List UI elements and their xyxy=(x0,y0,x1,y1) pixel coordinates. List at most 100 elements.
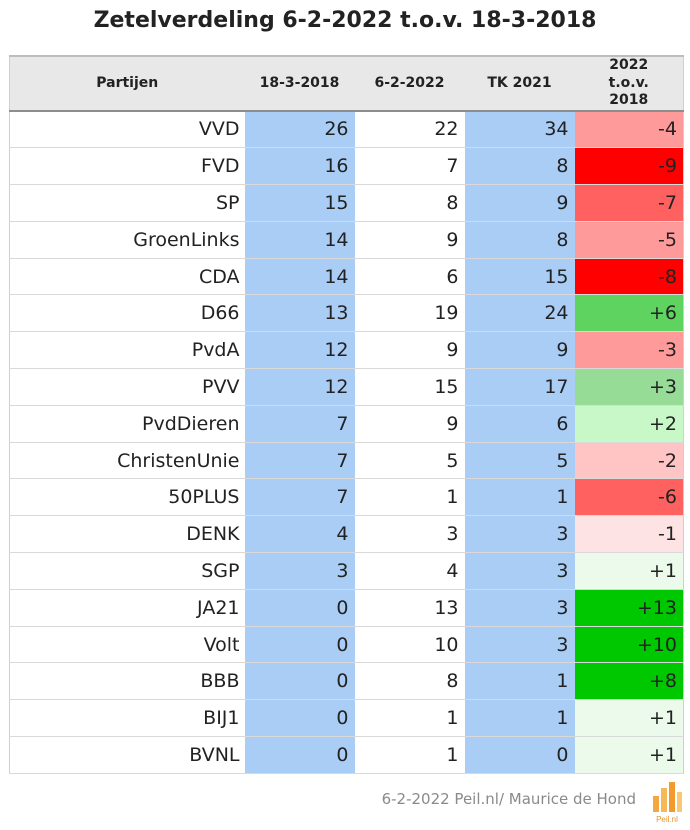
header-2018: 18-3-2018 xyxy=(244,55,355,112)
seats-tk2021-cell: 6 xyxy=(464,405,575,443)
diff-cell: +1 xyxy=(574,552,684,590)
table-row: DENK 4 3 3 -1 xyxy=(9,515,684,554)
table-row: D66 13 19 24 +6 xyxy=(9,294,684,333)
diff-cell: -5 xyxy=(574,221,684,259)
party-cell: BVNL xyxy=(9,736,245,774)
seats-2018-cell: 7 xyxy=(244,442,355,480)
party-cell: FVD xyxy=(9,147,245,186)
header-diff: 2022 t.o.v. 2018 xyxy=(574,55,684,112)
seats-tk2021-cell: 3 xyxy=(464,589,575,627)
table-row: 50PLUS 7 1 1 -6 xyxy=(9,478,684,517)
seats-2018-cell: 14 xyxy=(244,258,355,296)
seats-tk2021-cell: 3 xyxy=(464,552,575,590)
party-cell: BBB xyxy=(9,662,245,701)
seats-tk2021-cell: 15 xyxy=(464,258,575,296)
seats-2018-cell: 7 xyxy=(244,478,355,517)
table-row: BBB 0 8 1 +8 xyxy=(9,662,684,701)
seats-2018-cell: 0 xyxy=(244,699,355,738)
seats-tk2021-cell: 34 xyxy=(464,110,575,149)
diff-cell: -7 xyxy=(574,184,684,222)
table-row: GroenLinks 14 9 8 -5 xyxy=(9,221,684,259)
seats-tk2021-cell: 8 xyxy=(464,147,575,186)
seats-2018-cell: 16 xyxy=(244,147,355,186)
seats-2022-cell: 1 xyxy=(354,736,465,774)
party-cell: SGP xyxy=(9,552,245,590)
diff-cell: -1 xyxy=(574,515,684,554)
party-cell: BIJ1 xyxy=(9,699,245,738)
table-row: PVV 12 15 17 +3 xyxy=(9,368,684,406)
table-row: PvdDieren 7 9 6 +2 xyxy=(9,405,684,443)
diff-cell: -3 xyxy=(574,331,684,370)
seats-2018-cell: 0 xyxy=(244,626,355,664)
diff-cell: -8 xyxy=(574,258,684,296)
table-row: ChristenUnie 7 5 5 -2 xyxy=(9,442,684,480)
table-row: CDA 14 6 15 -8 xyxy=(9,258,684,296)
seats-2022-cell: 6 xyxy=(354,258,465,296)
seats-2022-cell: 1 xyxy=(354,478,465,517)
seats-2018-cell: 0 xyxy=(244,662,355,701)
seats-tk2021-cell: 8 xyxy=(464,221,575,259)
seats-2018-cell: 26 xyxy=(244,110,355,149)
seats-2022-cell: 9 xyxy=(354,405,465,443)
seats-2018-cell: 14 xyxy=(244,221,355,259)
party-cell: VVD xyxy=(9,110,245,149)
seats-tk2021-cell: 24 xyxy=(464,294,575,333)
table-body: VVD 26 22 34 -4 FVD 16 7 8 -9 SP 15 8 9 -7 GroenLinks 14… xyxy=(9,110,684,774)
seat-table: Partijen 18-3-2018 6-2-2022 TK 2021 2022… xyxy=(9,55,684,774)
seats-2022-cell: 22 xyxy=(354,110,465,149)
seats-tk2021-cell: 9 xyxy=(464,184,575,222)
diff-cell: +1 xyxy=(574,699,684,738)
table-row: VVD 26 22 34 -4 xyxy=(9,110,684,149)
seats-tk2021-cell: 9 xyxy=(464,331,575,370)
header-tk2021: TK 2021 xyxy=(464,55,575,112)
party-cell: CDA xyxy=(9,258,245,296)
table-row: SGP 3 4 3 +1 xyxy=(9,552,684,590)
party-cell: PVV xyxy=(9,368,245,406)
table-row: FVD 16 7 8 -9 xyxy=(9,147,684,186)
seats-tk2021-cell: 3 xyxy=(464,515,575,554)
seats-tk2021-cell: 17 xyxy=(464,368,575,406)
party-cell: ChristenUnie xyxy=(9,442,245,480)
header-diff-label: 2022 t.o.v. 2018 xyxy=(608,57,649,108)
diff-cell: +10 xyxy=(574,626,684,664)
table-row: Volt 0 10 3 +10 xyxy=(9,626,684,664)
seats-2022-cell: 10 xyxy=(354,626,465,664)
table-row: BVNL 0 1 0 +1 xyxy=(9,736,684,774)
party-cell: JA21 xyxy=(9,589,245,627)
diff-cell: +13 xyxy=(574,589,684,627)
seats-2022-cell: 9 xyxy=(354,221,465,259)
seats-tk2021-cell: 1 xyxy=(464,662,575,701)
party-cell: D66 xyxy=(9,294,245,333)
diff-cell: -6 xyxy=(574,478,684,517)
header-party: Partijen xyxy=(9,55,245,112)
seats-2022-cell: 1 xyxy=(354,699,465,738)
seats-tk2021-cell: 1 xyxy=(464,699,575,738)
seats-2022-cell: 5 xyxy=(354,442,465,480)
svg-text:Peil.nl: Peil.nl xyxy=(656,815,678,824)
party-cell: PvdA xyxy=(9,331,245,370)
seats-tk2021-cell: 5 xyxy=(464,442,575,480)
seats-2022-cell: 7 xyxy=(354,147,465,186)
party-cell: Volt xyxy=(9,626,245,664)
seats-2018-cell: 3 xyxy=(244,552,355,590)
diff-cell: -9 xyxy=(574,147,684,186)
diff-cell: -2 xyxy=(574,442,684,480)
diff-cell: +3 xyxy=(574,368,684,406)
table-row: JA21 0 13 3 +13 xyxy=(9,589,684,627)
seats-2022-cell: 4 xyxy=(354,552,465,590)
seats-2022-cell: 3 xyxy=(354,515,465,554)
diff-cell: +1 xyxy=(574,736,684,774)
seats-tk2021-cell: 3 xyxy=(464,626,575,664)
seats-2022-cell: 13 xyxy=(354,589,465,627)
header-2022: 6-2-2022 xyxy=(354,55,465,112)
diff-cell: +2 xyxy=(574,405,684,443)
party-cell: PvdDieren xyxy=(9,405,245,443)
chart-title: Zetelverdeling 6-2-2022 t.o.v. 18-3-2018 xyxy=(93,8,597,33)
diff-cell: -4 xyxy=(574,110,684,149)
seats-2022-cell: 19 xyxy=(354,294,465,333)
diff-cell: +6 xyxy=(574,294,684,333)
seats-tk2021-cell: 0 xyxy=(464,736,575,774)
seats-tk2021-cell: 1 xyxy=(464,478,575,517)
seats-2018-cell: 12 xyxy=(244,368,355,406)
peil-logo: Peil.nl xyxy=(653,782,682,824)
